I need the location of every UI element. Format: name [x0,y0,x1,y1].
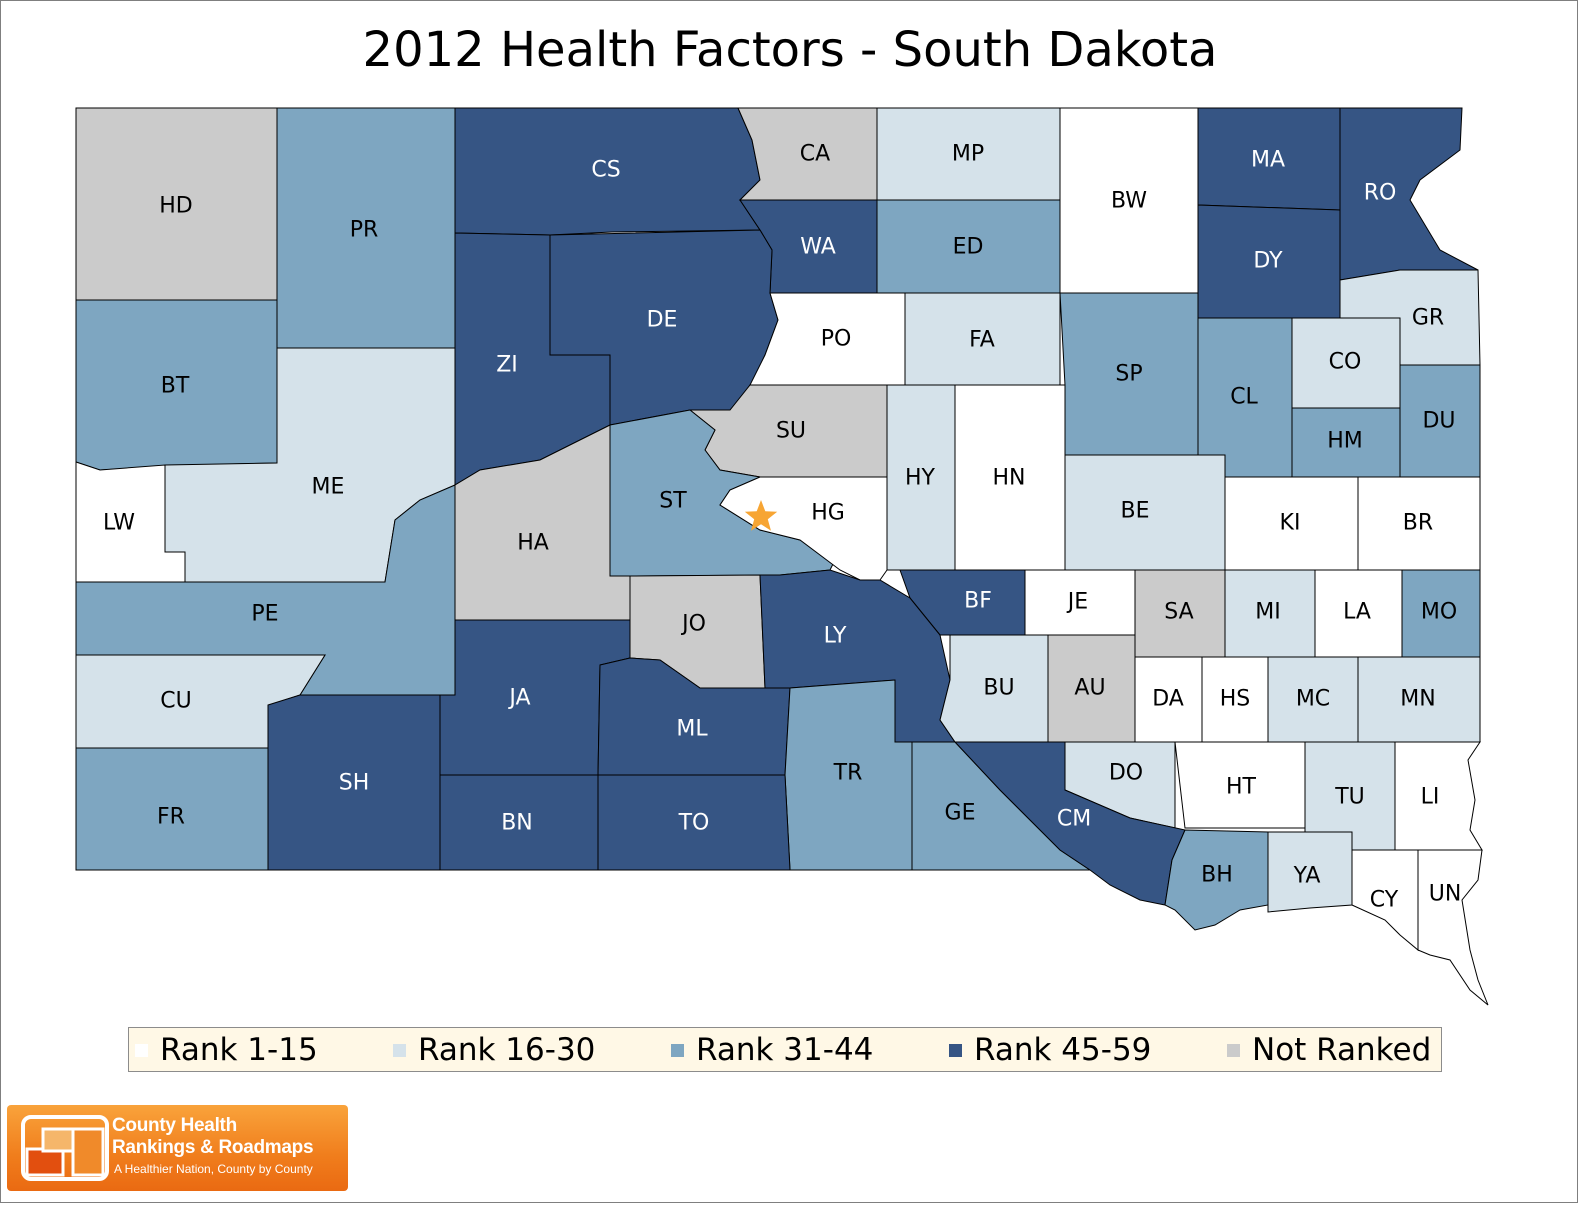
county-label-ge: GE [945,801,976,826]
legend-label: Not Ranked [1252,1032,1432,1068]
county-label-li: LI [1421,785,1440,810]
county-label-wa: WA [800,235,836,260]
county-label-bt: BT [161,374,190,399]
county-label-st: ST [659,489,687,514]
legend-swatch [949,1043,962,1057]
legend-label: Rank 1-15 [160,1032,318,1068]
county-label-be: BE [1121,499,1150,524]
county-label-mp: MP [952,142,984,167]
county-label-da: DA [1152,687,1184,712]
county-label-br: BR [1403,511,1433,536]
county-label-mo: MO [1421,600,1457,625]
county-label-hn: HN [993,466,1026,491]
county-label-ki: KI [1280,511,1301,536]
county-label-je: JE [1066,590,1088,615]
legend: Rank 1-15 Rank 16-30 Rank 31-44 Rank 45-… [128,1027,1442,1072]
legend-label: Rank 45-59 [974,1032,1152,1068]
star-icon [744,500,778,531]
county-label-zi: ZI [496,353,518,378]
county-label-un: UN [1429,882,1462,907]
county-label-bw: BW [1111,189,1147,214]
county-label-ha: HA [517,531,549,556]
county-label-hs: HS [1220,687,1251,712]
county-label-fa: FA [969,328,995,353]
county-label-hd: HD [159,194,192,219]
logo-tagline: A Healthier Nation, County by County [114,1162,313,1176]
county-label-po: PO [821,327,852,352]
county-label-co: CO [1329,350,1362,375]
county-label-ed: ED [953,235,984,260]
county-label-cu: CU [160,689,191,714]
county-label-bu: BU [983,676,1014,701]
county-label-tr: TR [833,761,863,786]
county-label-bf: BF [964,589,992,614]
county-label-lw: LW [103,511,135,536]
county-label-hy: HY [905,466,936,491]
county-label-tu: TU [1334,785,1365,810]
county-ya[interactable] [1267,831,1353,913]
county-label-cs: CS [591,158,620,183]
county-label-cy: CY [1370,888,1399,913]
county-label-sp: SP [1115,362,1142,387]
logo-line-2: Rankings & Roadmaps [112,1137,314,1158]
county-label-mn: MN [1400,687,1435,712]
map-title: 2012 Health Factors - South Dakota [362,22,1218,78]
county-un[interactable] [1417,849,1489,1006]
legend-label: Rank 16-30 [418,1032,596,1068]
county-label-sa: SA [1164,600,1193,625]
legend-swatch [393,1043,406,1057]
county-label-to: TO [678,811,710,836]
county-label-sh: SH [339,771,370,796]
county-label-do: DO [1109,761,1143,786]
legend-swatch [135,1043,148,1057]
county-label-hg: HG [811,501,845,526]
county-label-ht: HT [1226,775,1257,800]
county-fr[interactable] [75,747,269,871]
county-label-ca: CA [800,142,830,167]
county-label-dy: DY [1253,249,1283,274]
county-health-rankings-logo[interactable]: County Health Rankings & Roadmaps A Heal… [7,1105,348,1191]
logo-line-1: County Health [112,1115,237,1136]
county-cm[interactable] [953,741,1186,906]
county-label-ma: MA [1251,148,1285,173]
county-label-su: SU [776,419,806,444]
county-label-mc: MC [1296,687,1330,712]
county-label-ly: LY [824,624,847,649]
legend-item-not-ranked: Not Ranked [1227,1032,1431,1068]
county-label-fr: FR [157,805,185,830]
legend-swatch [671,1043,684,1057]
county-ro[interactable] [1339,107,1479,281]
county-label-me: ME [312,475,345,500]
legend-swatch [1227,1043,1240,1057]
county-to[interactable] [597,774,791,871]
county-label-hm: HM [1327,429,1363,454]
county-label-la: LA [1343,600,1371,625]
legend-item-rank-45-59: Rank 45-59 [949,1032,1151,1068]
county-label-ml: ML [676,717,708,742]
legend-item-rank-16-30: Rank 16-30 [393,1032,595,1068]
county-label-cl: CL [1230,385,1258,410]
county-label-cm: CM [1057,807,1091,832]
logo-map-icon [21,1115,109,1181]
county-label-jo: JO [680,612,706,637]
county-label-pr: PR [350,218,379,243]
county-label-bh: BH [1201,863,1233,888]
legend-item-rank-1-15: Rank 1-15 [135,1032,318,1068]
legend-label: Rank 31-44 [696,1032,874,1068]
county-label-de: DE [647,308,678,333]
county-label-ro: RO [1364,181,1397,206]
county-label-bn: BN [501,811,533,836]
county-label-gr: GR [1412,306,1444,331]
county-label-pe: PE [251,602,278,627]
county-label-ya: YA [1293,864,1321,889]
county-label-mi: MI [1255,600,1280,625]
county-label-du: DU [1422,409,1455,434]
county-label-au: AU [1074,676,1105,701]
county-label-ja: JA [507,686,530,711]
legend-item-rank-31-44: Rank 31-44 [671,1032,873,1068]
